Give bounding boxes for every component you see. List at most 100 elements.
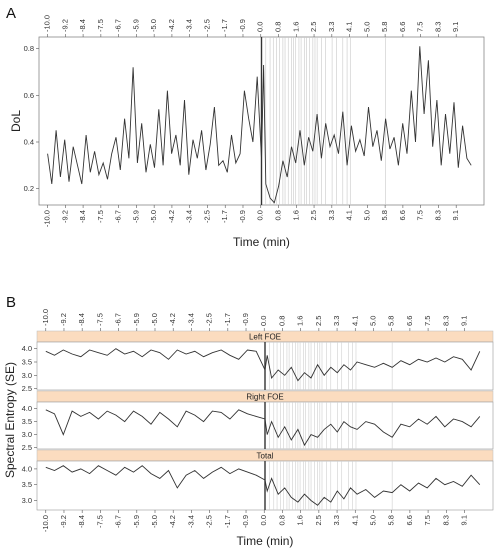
panel-a-bottom-x-tick-label: -0.9 [238,210,247,223]
facet-y-tick-label: 3.0 [22,430,32,439]
panel-a-bottom-x-tick-label: 5.0 [362,210,371,220]
panel-a-top-x-tick-label: -3.4 [185,19,194,32]
panel-b-bottom-x-tick-label: -5.9 [132,515,141,528]
panel-b-top-x-tick-label: 0.8 [277,316,286,326]
panel-a-y-tick-label: 0.6 [24,91,34,100]
panel-b-top-x-tick-label: -4.2 [168,313,177,326]
panel-a-y-axis-title: DoL [9,110,23,132]
panel-b-bottom-x-tick-label: -10.0 [41,515,50,532]
panel-b-bottom-x-tick-label: 0.8 [277,515,286,525]
facet-series-line [45,465,481,506]
panel-b-bottom-x-tick-label: 9.1 [459,515,468,525]
facet-y-tick-label: 4.0 [22,464,32,473]
panel-a-bottom-x-tick-label: -3.4 [185,210,194,223]
panel-a-top-x-tick-label: -9.2 [60,19,69,32]
facet-y-tick-label: 4.0 [22,404,32,413]
panel-b-bottom-x-tick-label: 5.8 [387,515,396,525]
facet-y-tick-label: 3.0 [22,496,32,505]
facet-y-tick-label: 2.5 [22,384,32,393]
panel-a-bottom-x-tick-label: -5.9 [131,210,140,223]
facet-series-line [45,348,481,382]
panel-b-bottom-x-tick-label: -3.4 [186,515,195,528]
panel-a-top-x-tick-label: 5.0 [362,22,371,32]
panel-a-y-tick-label: 0.4 [24,138,34,147]
panel-b-bottom-x-tick-label: -7.5 [95,515,104,528]
panel-b-top-x-tick-label: 7.5 [423,316,432,326]
panel-a-bottom-x-tick-label: -9.2 [60,210,69,223]
panel-b-y-axis-title: Spectral Entropy (SE) [3,362,17,478]
panel-a-bottom-x-tick-label: -7.5 [96,210,105,223]
panel-a-top-x-tick-label: 8.3 [433,22,442,32]
panel-a-top-x-tick-label: -0.9 [238,19,247,32]
panel-a-bottom-x-tick-label: 4.1 [345,210,354,220]
facet-y-tick-label: 3.5 [22,480,32,489]
panel-a-top-x-tick-label: 1.6 [291,22,300,32]
panel-b-bottom-x-tick-label: 3.3 [332,515,341,525]
panel-a-top-x-tick-label: -5.9 [131,19,140,32]
panel-a-top-x-tick-label: 0.0 [256,22,265,32]
panel-a-bottom-x-tick-label: 5.8 [380,210,389,220]
panel-b-top-x-tick-label: -5.9 [132,313,141,326]
panel-a-bottom-x-tick-label: -5.0 [149,210,158,223]
panel-b-bottom-x-tick-label: -8.4 [77,515,86,528]
panel-b-top-x-tick-label: 3.3 [332,316,341,326]
panel-a-bottom-x-tick-label: 1.6 [291,210,300,220]
panel-b-top-x-tick-label: 4.1 [350,316,359,326]
panel-a-bottom-x-tick-label: 8.3 [433,210,442,220]
panel-a-top-x-tick-label: -7.5 [96,19,105,32]
panel-a-bottom-x-tick-label: -4.2 [167,210,176,223]
facet-strip-label: Right FOE [246,393,283,402]
panel-a-y-tick-label: 0.2 [24,184,34,193]
panel-a-y-tick-label: 0.8 [24,44,34,53]
panel-a-bottom-x-tick-label: 9.1 [451,210,460,220]
panel-a-top-x-tick-label: 4.1 [345,22,354,32]
panel-b-top-x-tick-label: -10.0 [41,309,50,326]
panel-b-bottom-x-tick-label: 0.0 [259,515,268,525]
panel-b-top-x-tick-label: 8.3 [441,316,450,326]
facet-y-tick-label: 3.5 [22,358,32,367]
panel-a-top-x-tick-label: -6.7 [114,19,123,32]
panel-a-top-x-tick-label: 5.8 [380,22,389,32]
panel-a-bottom-x-tick-label: -1.7 [220,210,229,223]
panel-b-top-x-tick-label: -2.5 [205,313,214,326]
facet-y-tick-label: 3.5 [22,417,32,426]
panel-a-top-x-tick-label: -5.0 [149,19,158,32]
facet-y-tick-label: 2.5 [22,443,32,452]
panel-b-bottom-x-tick-label: -1.7 [223,515,232,528]
panel-b-bottom-x-tick-label: 5.0 [368,515,377,525]
panel-a-top-x-tick-label: -4.2 [167,19,176,32]
panel-a-top-x-tick-label: 9.1 [451,22,460,32]
panel-a-bottom-x-tick-label: 2.5 [309,210,318,220]
panel-b-top-x-tick-label: 9.1 [459,316,468,326]
panel-b-bottom-x-tick-label: -6.7 [114,515,123,528]
panel-b-bottom-x-tick-label: 4.1 [350,515,359,525]
panel-a-bottom-x-tick-label: -2.5 [202,210,211,223]
facet-series-line [45,409,481,447]
panel-a-bottom-x-tick-label: 3.3 [327,210,336,220]
panel-a-top-x-tick-label: -1.7 [220,19,229,32]
panel-b-top-x-tick-label: 1.6 [296,316,305,326]
facet-strip-label: Left FOE [249,333,281,342]
panel-a-bottom-x-tick-label: 6.6 [398,210,407,220]
panel-b-top-x-tick-label: 6.6 [405,316,414,326]
panel-b-top-x-tick-label: -5.0 [150,313,159,326]
panel-a-top-x-tick-label: 2.5 [309,22,318,32]
panel-b-bottom-x-tick-label: 7.5 [423,515,432,525]
panel-b-top-x-tick-label: -6.7 [114,313,123,326]
panel-a-top-x-tick-label: -2.5 [202,19,211,32]
panel-a-top-x-tick-label: 7.5 [416,22,425,32]
panel-b-bottom-x-tick-label: -5.0 [150,515,159,528]
panel-a-top-x-tick-label: 6.6 [398,22,407,32]
panel-b-top-x-tick-label: 5.8 [387,316,396,326]
facet-strip-label: Total [257,452,274,461]
panel-a-x-axis-title: Time (min) [233,235,290,249]
panel-b-bottom-x-tick-label: 8.3 [441,515,450,525]
panel-b-top-x-tick-label: 2.5 [314,316,323,326]
panel-b-top-x-tick-label: -1.7 [223,313,232,326]
panel-a-bottom-x-tick-label: 0.8 [274,210,283,220]
panel-a-series-line [47,46,472,204]
panel-b-x-axis-title: Time (min) [237,534,294,548]
panel-a-top-x-tick-label: -8.4 [78,19,87,32]
panel-a-bottom-x-tick-label: 0.0 [256,210,265,220]
